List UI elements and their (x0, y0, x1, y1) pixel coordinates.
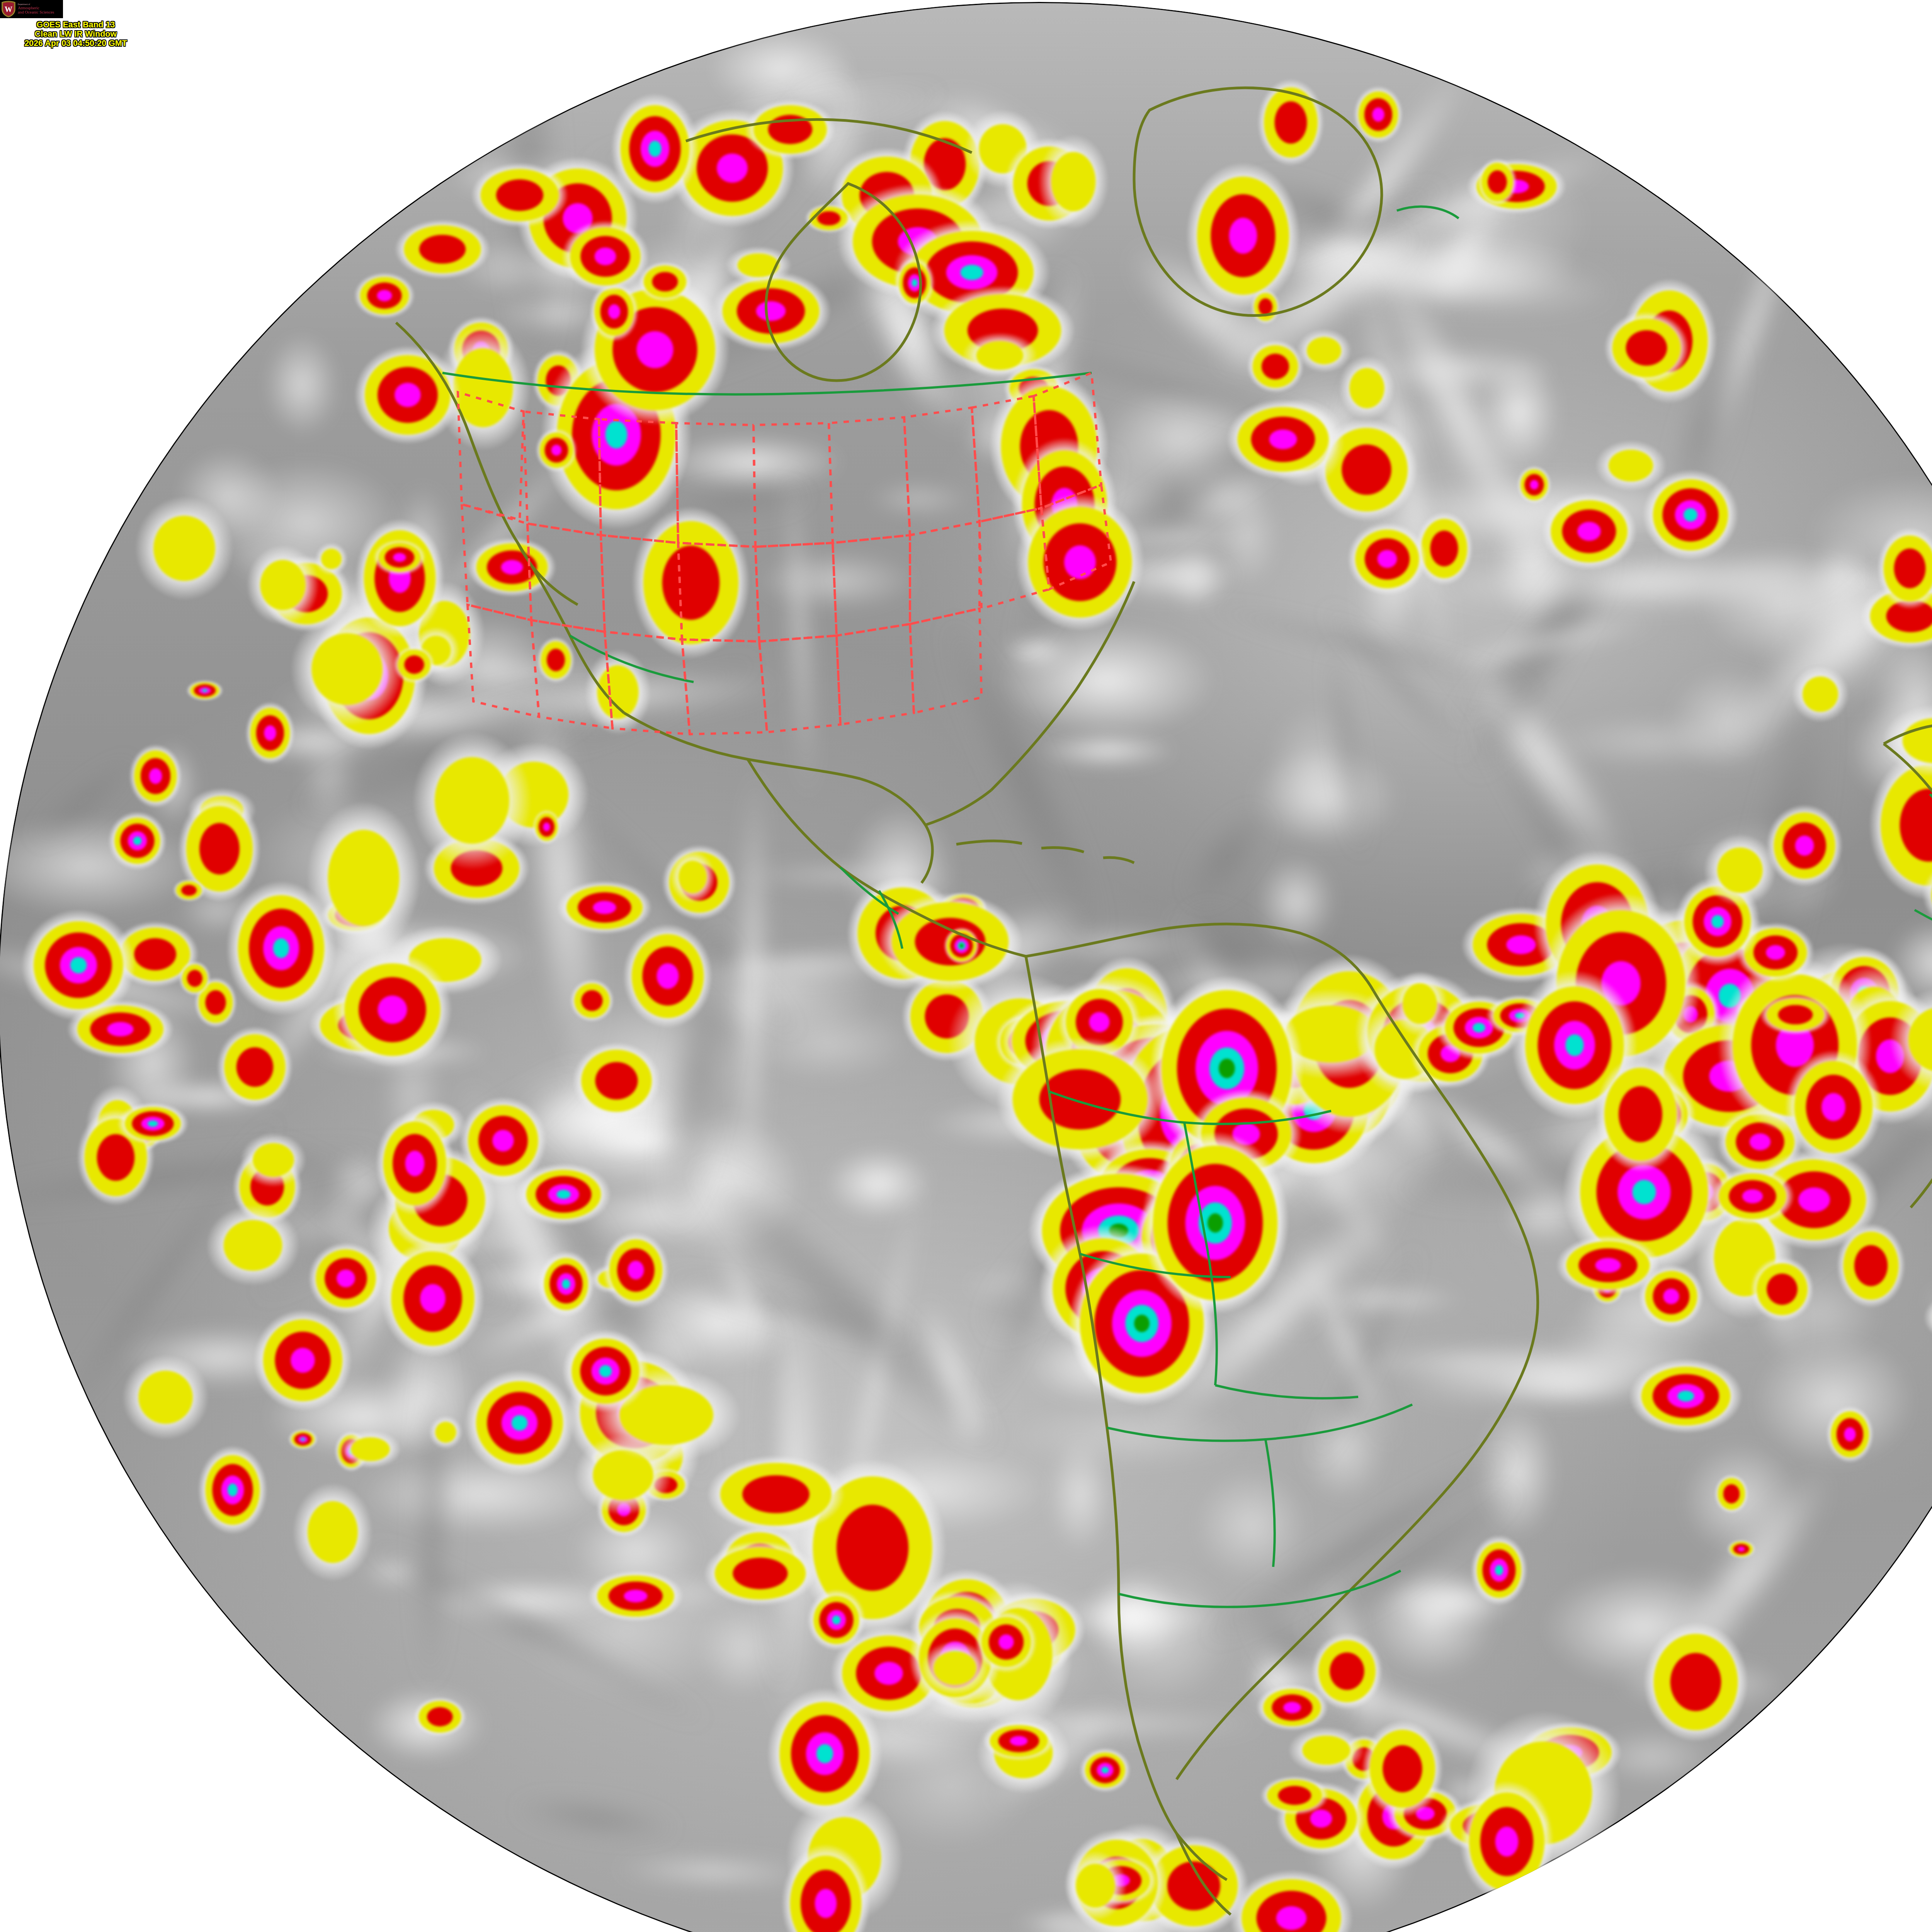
logo-text-block: Department of Atmospheric and Oceanic Sc… (18, 4, 54, 14)
image-title: GOES East Band 13 Clean LW IR Window 202… (0, 20, 151, 48)
uw-crest-icon: W (1, 1, 16, 17)
map-overlay (0, 2, 1932, 1932)
uw-madison-aos-logo: W Department of Atmospheric and Oceanic … (0, 0, 63, 18)
state-borders (458, 373, 1111, 734)
crest-letter: W (5, 5, 12, 14)
earth-disk (0, 2, 1932, 1932)
country-borders (442, 207, 1932, 1607)
title-line-1: GOES East Band 13 (0, 20, 151, 29)
logo-line-2: and Oceanic Sciences (18, 10, 54, 14)
full-disk-image (0, 0, 1932, 1932)
title-line-2: Clean LW IR Window (0, 29, 151, 39)
coastlines (396, 88, 1932, 1915)
title-line-3: 2026 Apr 03 04:50:20 GMT (0, 39, 151, 48)
